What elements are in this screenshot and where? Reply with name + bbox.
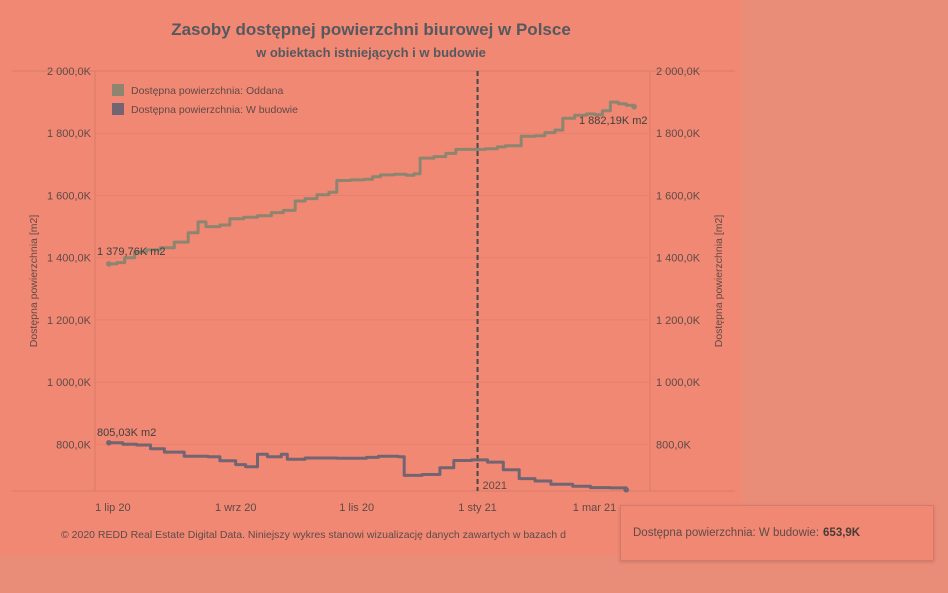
x-tick-label: 1 sty 21 — [458, 502, 497, 514]
y-tick-label-right: 1 800,0K — [656, 128, 701, 140]
end-label-oddana: 1 882,19K m2 — [579, 115, 648, 127]
chart-subtitle: w obiektach istniejących i w budowie — [256, 45, 486, 60]
tooltip: Dostępna powierzchnia: W budowie: 653,9K — [620, 505, 934, 561]
y-tick-label-left: 1 200,0K — [47, 315, 92, 327]
legend-label: Dostępna powierzchnia: Oddana — [131, 85, 284, 97]
chart-title: Zasoby dostępnej powierzchni biurowej w … — [171, 20, 571, 39]
legend-swatch — [112, 84, 124, 96]
y-tick-label-left: 2 000,0K — [47, 66, 92, 78]
copyright-footer: © 2020 REDD Real Estate Digital Data. Ni… — [61, 529, 566, 541]
tooltip-value: 653,9K — [823, 527, 861, 539]
legend: Dostępna powierzchnia: Oddana Dostępna po… — [112, 84, 298, 116]
legend-label: Dostępna powierzchnia: W budowie — [131, 104, 298, 116]
x-tick-label: 1 wrz 20 — [215, 502, 257, 514]
y-tick-label-left: 1 600,0K — [47, 190, 92, 202]
y-tick-label-left: 1 800,0K — [47, 128, 92, 140]
x-tick-label: 1 mar 21 — [573, 502, 616, 514]
y-axis-title-right: Dostępna powierzchnia [m2] — [713, 215, 725, 348]
y-tick-label-right: 1 400,0K — [656, 253, 701, 265]
series-line-0 — [108, 100, 636, 266]
chart-area: 800,0K 800,0K 1 000,0K 1 000,0K 1 200,0K 1 20… — [12, 66, 735, 514]
y-axis-title-left: Dostępna powierzchnia [m2] — [28, 215, 40, 348]
series-start-point-0 — [106, 261, 112, 267]
y-tick-label-right: 2 000,0K — [656, 66, 701, 78]
y-tick-label-right: 1 600,0K — [656, 190, 701, 202]
series-end-point-1 — [623, 486, 630, 493]
start-label-oddana: 1 379,76K m2 — [97, 246, 166, 258]
y-tick-label-left: 1 000,0K — [47, 377, 92, 389]
series-line-1 — [108, 441, 628, 490]
x-tick-label: 1 lip 20 — [95, 502, 130, 514]
start-label-w-budowie: 805,03K m2 — [97, 427, 156, 439]
legend-swatch — [112, 103, 124, 115]
x-tick-label: 1 lis 20 — [339, 502, 374, 514]
y-tick-label-right: 1 000,0K — [656, 377, 701, 389]
y-tick-label-left: 1 400,0K — [47, 253, 92, 265]
tooltip-label: Dostępna powierzchnia: W budowie: — [633, 527, 820, 539]
reference-line-label: 2021 — [483, 480, 507, 492]
y-tick-label-right: 800,0K — [656, 439, 692, 451]
y-tick-label-left: 800,0K — [56, 439, 92, 451]
series-start-point-1 — [106, 439, 112, 446]
y-tick-label-right: 1 200,0K — [656, 315, 701, 327]
series-end-point-0 — [631, 103, 637, 110]
